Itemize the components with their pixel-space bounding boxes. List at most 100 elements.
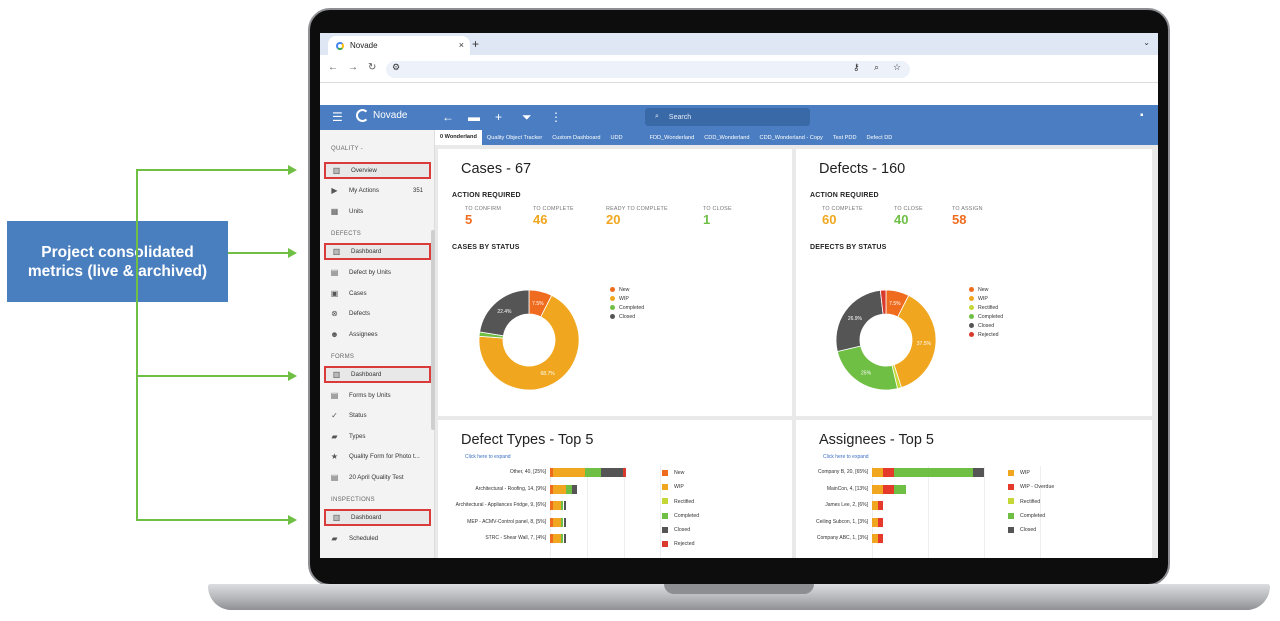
bar-segment-completed[interactable] (560, 501, 564, 510)
slice-wip[interactable] (893, 294, 937, 389)
bar-segment-new[interactable] (550, 534, 553, 543)
bar-segment-new[interactable] (550, 517, 553, 527)
tab-0-wonderland[interactable]: 0 Wonderland (435, 130, 482, 145)
tab-defect-dd[interactable]: Defect DD (866, 134, 893, 141)
legend-item-new[interactable]: New (662, 466, 699, 480)
bar-segment-closed[interactable] (972, 468, 984, 477)
legend-item-wip[interactable]: WIP (969, 295, 1003, 304)
legend-item-wip[interactable]: WIP (1008, 466, 1054, 480)
legend-item-completed[interactable]: Completed (969, 313, 1003, 322)
bar-segment-closed[interactable] (571, 484, 577, 494)
bar-segment-closed[interactable] (563, 501, 567, 510)
bar-segment-wip[interactable] (552, 484, 567, 494)
legend-item-completed[interactable]: Completed (1008, 509, 1054, 523)
sidebar-item-inspections-dashboard[interactable]: ▥ Dashboard (324, 509, 431, 526)
metric-to-assign[interactable]: TO ASSIGN 58 (952, 206, 983, 227)
sidebar-item-defects-dashboard[interactable]: ▥ Dashboard (324, 243, 431, 260)
bar-segment-wip[interactable] (872, 468, 884, 477)
bar-segment-wip-overdue[interactable] (877, 517, 884, 527)
search-input[interactable]: ⌕ Search (645, 108, 810, 126)
bar-segment-completed[interactable] (585, 468, 602, 477)
back-arrow-icon[interactable]: ← (442, 110, 454, 124)
sidebar-item-status[interactable]: ✓ Status (324, 407, 431, 424)
sidebar-item-april-test[interactable]: ▤ 20 April Quality Test (324, 469, 431, 486)
sidebar-item-scheduled[interactable]: ▰ Scheduled (324, 530, 431, 547)
bar-segment-wip[interactable] (872, 501, 878, 510)
legend-item-wip[interactable]: WIP (662, 480, 699, 494)
legend-item-rejected[interactable]: Rejected (969, 331, 1003, 340)
slice-rejected[interactable] (879, 289, 887, 315)
legend-item-closed[interactable]: Closed (662, 523, 699, 537)
inbox-icon[interactable]: ▬ (468, 110, 480, 124)
bookmark-star-icon[interactable]: ☆ (893, 62, 902, 72)
tab-test-pdd[interactable]: Test PDD (832, 134, 857, 141)
hamburger-menu-icon[interactable]: ☰ (332, 110, 343, 124)
sidebar-item-units[interactable]: ▦ Units (324, 203, 431, 220)
bar-segment-wip[interactable] (552, 517, 561, 527)
legend-item-completed[interactable]: Completed (610, 304, 644, 313)
bar-segment-new[interactable] (550, 468, 553, 477)
legend-item-rectified[interactable]: Rectified (1008, 495, 1054, 509)
address-field[interactable]: ⚙ ⚷ ⌕ ☆ (386, 61, 910, 78)
more-vertical-icon[interactable]: ⋮ (550, 110, 562, 124)
bar-segment-wip[interactable] (552, 534, 561, 543)
bar-segment-wip[interactable] (552, 468, 586, 477)
site-info-icon[interactable]: ⚙ (392, 62, 401, 72)
zoom-icon[interactable]: ⌕ (874, 62, 880, 72)
tab-cdd-wonderland[interactable]: CDD_Wonderland (704, 134, 750, 141)
reload-icon[interactable]: ↻ (368, 62, 377, 73)
slice-closed[interactable] (479, 289, 530, 337)
new-tab-button[interactable]: + (472, 37, 480, 51)
bar-segment-completed[interactable] (566, 484, 572, 494)
bar-segment-new[interactable] (550, 501, 553, 510)
metric-to-close[interactable]: TO CLOSE 1 (703, 206, 732, 227)
slice-wip[interactable] (478, 294, 580, 391)
assignees-expand-link[interactable]: Click here to expand (823, 454, 869, 460)
sidebar-item-types[interactable]: ▰ Types (324, 428, 431, 445)
close-tab-icon[interactable]: × (458, 40, 464, 50)
legend-item-rectified[interactable]: Rectified (662, 495, 699, 509)
filter-icon[interactable]: ⏷ (522, 110, 532, 124)
metric-to-close[interactable]: TO CLOSE 40 (894, 206, 923, 227)
metric-to-complete[interactable]: TO COMPLETE 46 (533, 206, 574, 227)
bar-segment-wip[interactable] (872, 534, 878, 543)
tab-quality-object-tracker[interactable]: Quality Object Tracker (486, 134, 543, 141)
bar-segment-closed[interactable] (563, 534, 567, 543)
add-icon[interactable]: + (495, 110, 503, 124)
sidebar-scrollbar[interactable] (431, 230, 435, 430)
browser-tab[interactable]: Novade × (328, 36, 470, 55)
legend-item-new[interactable]: New (610, 286, 644, 295)
bar-segment-completed[interactable] (560, 534, 564, 543)
legend-item-closed[interactable]: Closed (610, 313, 644, 322)
defect-types-expand-link[interactable]: Click here to expand (465, 454, 511, 460)
bar-segment-completed[interactable] (560, 517, 564, 527)
tab-dropdown-icon[interactable]: ⌄ (1143, 38, 1150, 47)
legend-item-wip[interactable]: WIP (610, 295, 644, 304)
sidebar-item-forms-by-units[interactable]: ▤ Forms by Units (324, 387, 431, 404)
bar-segment-wip-overdue[interactable] (877, 501, 884, 510)
bar-segment-wip[interactable] (872, 484, 884, 494)
bar-segment-completed[interactable] (894, 484, 906, 494)
section-quality[interactable]: QUALITY - (331, 146, 363, 152)
password-key-icon[interactable]: ⚷ (853, 62, 860, 72)
tab-udd[interactable]: UDD (610, 134, 623, 141)
bar-segment-wip-overdue[interactable] (883, 484, 895, 494)
legend-item-closed[interactable]: Closed (1008, 523, 1054, 537)
bar-segment-new[interactable] (550, 484, 553, 494)
tab-cdd-wonderland-copy[interactable]: CDD_Wonderland - Copy (759, 134, 823, 141)
bar-segment-wip[interactable] (872, 517, 878, 527)
bar-segment-wip[interactable] (552, 501, 561, 510)
bar-segment-closed[interactable] (601, 468, 623, 477)
sidebar-item-assignees[interactable]: ☻ Assignees (324, 326, 431, 343)
legend-item-wip-overdue[interactable]: WIP - Overdue (1008, 480, 1054, 494)
legend-item-closed[interactable]: Closed (969, 322, 1003, 331)
brand-logo[interactable]: Novade (356, 109, 407, 122)
tab-custom-dashboard[interactable]: Custom Dashboard (552, 134, 601, 141)
bar-segment-wip-overdue[interactable] (883, 468, 895, 477)
sidebar-item-quality-overview[interactable]: ▥ Overview (324, 162, 431, 179)
legend-item-rejected[interactable]: Rejected (662, 537, 699, 551)
sidebar-item-forms-dashboard[interactable]: ▥ Dashboard (324, 366, 431, 383)
back-icon[interactable]: ← (328, 62, 338, 73)
bar-segment-closed[interactable] (563, 517, 567, 527)
sidebar-item-quality-form[interactable]: ★ Quality Form for Photo t... (324, 448, 431, 465)
